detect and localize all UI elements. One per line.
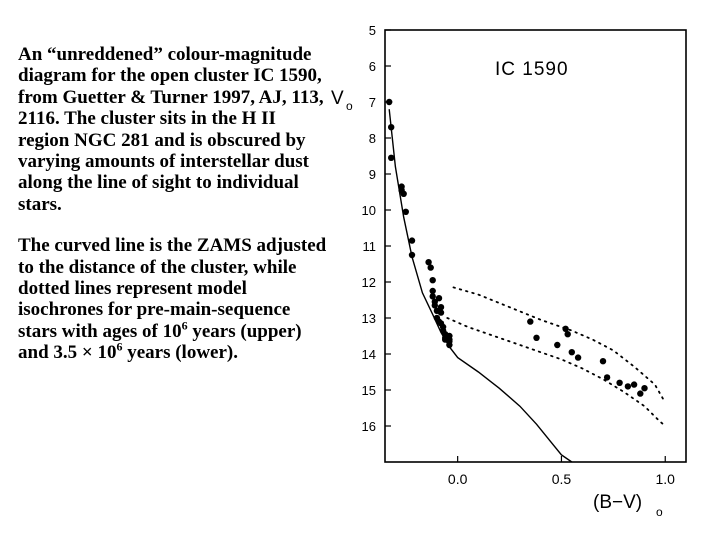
caption-exponent-upper: 6 — [181, 318, 188, 333]
star-point — [568, 349, 575, 356]
star-point — [408, 237, 416, 244]
star-point — [446, 341, 453, 349]
star-point — [446, 336, 453, 343]
x-tick-label: 0.5 — [552, 471, 572, 487]
star-point — [564, 331, 571, 338]
star-point — [388, 124, 395, 131]
star-point — [616, 379, 623, 386]
star-point — [624, 383, 632, 390]
isochrone-lower — [446, 317, 667, 427]
x-axis-label: (B−V) — [593, 492, 642, 513]
y-tick-label: 15 — [362, 383, 376, 398]
x-tick-label: 0.0 — [448, 471, 468, 487]
star-point — [431, 302, 438, 309]
caption-paragraph-legend: The curved line is the ZAMS adjusted to … — [18, 235, 330, 363]
isochrone-upper — [452, 286, 667, 404]
star-point — [641, 385, 648, 392]
y-tick-label: 6 — [369, 59, 376, 74]
x-tick-label: 1.0 — [656, 471, 676, 487]
star-point — [630, 381, 638, 388]
caption-legend-part-1: The curved line is the ZAMS adjusted to … — [18, 235, 327, 342]
caption-legend-part-3: years (lower). — [122, 342, 238, 364]
star-point — [527, 318, 534, 325]
caption-paragraph-description: An “unreddened” colour-magnitude diagram… — [18, 44, 324, 215]
star-point — [599, 358, 607, 365]
y-tick-label: 8 — [369, 131, 376, 146]
caption-exponent-lower: 6 — [116, 339, 123, 354]
star-point — [400, 190, 407, 197]
y-tick-label: 11 — [363, 239, 377, 254]
y-tick-label: 14 — [362, 347, 376, 362]
star-point — [562, 325, 569, 332]
chart-curves — [388, 109, 667, 463]
y-axis-label-subscript: o — [346, 99, 353, 113]
star-point — [427, 264, 434, 271]
star-point — [533, 334, 540, 341]
y-tick-label: 10 — [362, 203, 376, 218]
star-point — [574, 354, 582, 361]
star-point — [408, 251, 416, 259]
chart-title: IC 1590 — [495, 59, 569, 80]
y-axis-label: V — [331, 88, 344, 109]
axis-ticks: 5 6 7 8 9 10 11 12 13 14 15 16 0.0 0.5 1.0 — [362, 23, 676, 487]
star-point — [388, 154, 395, 161]
star-point — [435, 295, 443, 302]
y-tick-label: 9 — [369, 167, 376, 182]
figure-caption: An “unreddened” colour-magnitude diagram… — [18, 44, 330, 384]
star-point — [429, 277, 436, 284]
plot-frame — [384, 29, 687, 463]
star-point — [429, 287, 436, 295]
star-point — [603, 374, 611, 381]
star-point — [437, 304, 445, 311]
star-points — [386, 98, 648, 397]
zams-curve — [388, 109, 573, 463]
star-point — [554, 341, 561, 349]
y-tick-label: 5 — [369, 23, 376, 38]
star-point — [402, 208, 409, 215]
star-point — [386, 98, 393, 106]
caption-legend-part-2: years (upper) and 3.5 × 10 — [18, 320, 302, 364]
x-axis-label-subscript: o — [656, 505, 663, 519]
y-tick-label: 7 — [369, 95, 376, 110]
y-tick-label: 12 — [362, 275, 376, 290]
star-point — [429, 293, 436, 300]
star-point — [437, 309, 445, 316]
star-point — [425, 259, 432, 266]
star-point — [637, 390, 644, 397]
y-tick-label: 16 — [362, 419, 376, 434]
y-tick-label: 13 — [362, 311, 376, 326]
